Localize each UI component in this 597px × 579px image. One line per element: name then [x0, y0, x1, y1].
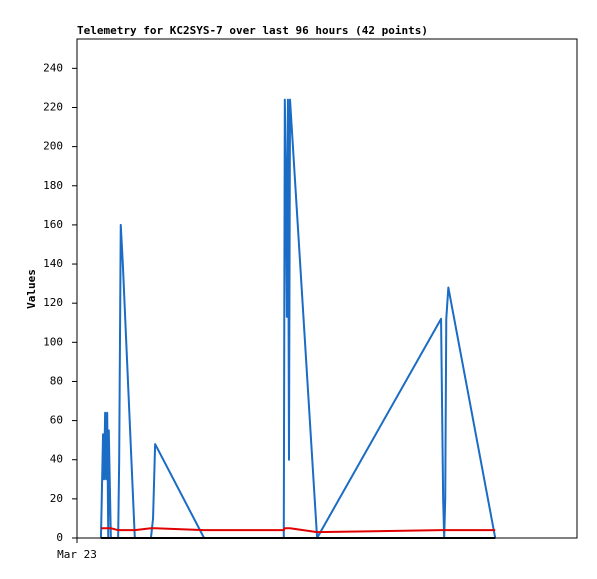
- y-axis-label: Values: [25, 269, 38, 309]
- y-tick-label: 240: [43, 61, 63, 74]
- plot-frame: [76, 38, 578, 539]
- y-tick-label: 40: [50, 453, 63, 466]
- y-tick-label: 60: [50, 414, 63, 427]
- x-tick-label: Mar 23: [57, 548, 97, 561]
- series-line: [99, 98, 497, 539]
- y-tick-label: 0: [56, 531, 63, 544]
- chart-title: Telemetry for KC2SYS-7 over last 96 hour…: [77, 24, 428, 37]
- y-tick-label: 100: [43, 335, 63, 348]
- y-tick-label: 20: [50, 492, 63, 505]
- series-line: [100, 527, 496, 534]
- y-tick-label: 120: [43, 296, 63, 309]
- y-tick-label: 140: [43, 257, 63, 270]
- y-tick-label: 180: [43, 179, 63, 192]
- y-tick-label: 80: [50, 374, 63, 387]
- y-tick-label: 220: [43, 100, 63, 113]
- y-tick-label: 160: [43, 218, 63, 231]
- y-tick-label: 200: [43, 140, 63, 153]
